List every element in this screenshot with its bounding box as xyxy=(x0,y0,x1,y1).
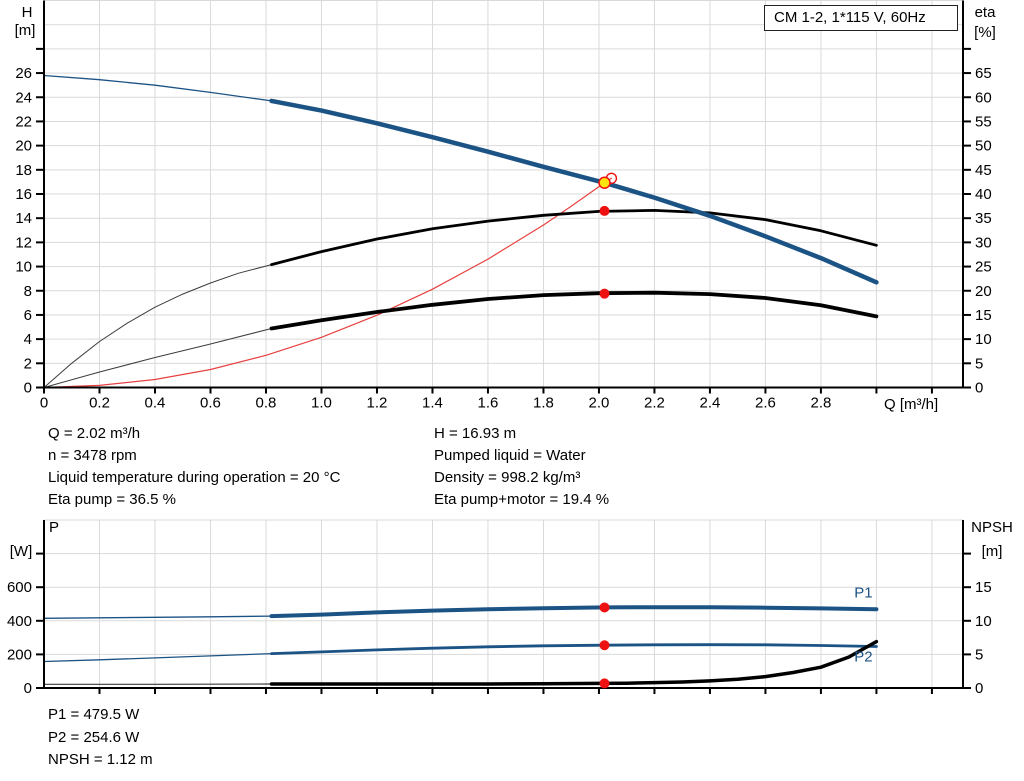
y-tick-label-right: 60 xyxy=(975,89,992,106)
readout-pumped-liquid: Pumped liquid = Water xyxy=(434,447,586,464)
y-tick-label-right: 45 xyxy=(975,162,992,179)
x-tick-label: 2.6 xyxy=(755,395,776,412)
eta-axis-unit: [%] xyxy=(974,24,996,41)
y-tick-label-right: 65 xyxy=(975,65,992,82)
y-tick-label-right: 30 xyxy=(975,234,992,251)
y-tick-label-left: 0 xyxy=(24,680,32,697)
y-tick-label-right: 0 xyxy=(975,380,983,397)
y-tick-label-left: 14 xyxy=(15,210,32,227)
x-tick-label: 1.4 xyxy=(422,395,443,412)
y-tick-label-right: 50 xyxy=(975,138,992,155)
p2-curve-extension xyxy=(43,652,273,663)
y-tick-label-left: 4 xyxy=(24,331,32,348)
y-tick-label-left: 10 xyxy=(15,259,32,276)
y-tick-label-left: 16 xyxy=(15,186,32,203)
y-tick-label-right: 40 xyxy=(975,186,992,203)
y-tick-label-right: 20 xyxy=(975,283,992,300)
readout-speed: n = 3478 rpm xyxy=(48,447,137,464)
npsh-curve xyxy=(269,639,879,686)
p2-curve-label: P2 xyxy=(854,648,872,665)
y-tick-label-left: 12 xyxy=(15,234,32,251)
npsh-axis-unit: [m] xyxy=(981,543,1003,560)
y-tick-label-left: 6 xyxy=(24,307,32,324)
y-tick-label-left: 20 xyxy=(15,138,32,155)
y-tick-label-left: 400 xyxy=(7,613,32,630)
readout-eta-pump: Eta pump = 36.5 % xyxy=(48,491,176,508)
x-tick-label: 0.8 xyxy=(256,395,277,412)
eta-pump-motor-curve-extension xyxy=(43,328,272,388)
readout-flow: Q = 2.02 m³/h xyxy=(48,425,141,442)
y-tick-label-left: 24 xyxy=(15,89,32,106)
y-tick-label-right: 15 xyxy=(975,579,992,596)
x-tick-label: 2.4 xyxy=(700,395,721,412)
eta-pump-motor-curve xyxy=(269,290,879,331)
y-tick-label-left: 200 xyxy=(7,646,32,663)
hq-eta-chart: 0246810121416182022242605101520253035404… xyxy=(15,0,992,412)
y-tick-label-right: 35 xyxy=(975,210,992,227)
power-npsh-chart: 0 200 400 600 0 5 10 15 P1 P2 xyxy=(7,519,992,697)
operating-point-dot xyxy=(599,602,610,613)
y-tick-label-left: 0 xyxy=(24,380,32,397)
h-axis-title: H xyxy=(21,4,33,21)
y-tick-label-left: 600 xyxy=(7,579,32,596)
y-tick-label-right: 25 xyxy=(975,259,992,276)
y-tick-label-left: 18 xyxy=(15,162,32,179)
duty-point-marker[interactable] xyxy=(598,176,611,190)
x-tick-label: 1.2 xyxy=(367,395,388,412)
readout-npsh: NPSH = 1.12 m xyxy=(48,751,153,768)
readout-eta-pump-motor: Eta pump+motor = 19.4 % xyxy=(434,491,610,508)
x-tick-label: 2.2 xyxy=(644,395,665,412)
y-tick-label-right: 5 xyxy=(975,355,983,372)
h-axis-unit: [m] xyxy=(14,22,36,39)
x-tick-label: 1.6 xyxy=(478,395,499,412)
x-tick-label: 1.0 xyxy=(311,395,332,412)
x-tick-label: 2.8 xyxy=(811,395,832,412)
pump-curve xyxy=(269,98,879,285)
y-tick-label-right: 10 xyxy=(975,613,992,630)
p-axis-unit: [W] xyxy=(9,543,33,560)
readout-density: Density = 998.2 kg/m³ xyxy=(434,469,581,486)
y-tick-label-left: 2 xyxy=(24,355,32,372)
x-tick-label: 0.2 xyxy=(89,395,110,412)
y-tick-label-left: 8 xyxy=(24,283,32,300)
operating-point-dot xyxy=(599,678,610,689)
p1-curve-label: P1 xyxy=(854,584,872,601)
x-tick-label: 0.4 xyxy=(145,395,166,412)
p2-curve xyxy=(270,643,878,656)
x-tick-label: 2.0 xyxy=(589,395,610,412)
x-tick-label: 0 xyxy=(40,395,48,412)
operating-point-dot xyxy=(599,205,610,216)
readout-liquid-temp: Liquid temperature during operation = 20… xyxy=(48,469,341,486)
p1-curve-extension xyxy=(43,615,273,619)
y-tick-label-left: 22 xyxy=(15,113,32,130)
system-curve xyxy=(43,177,613,389)
npsh-axis-title: NPSH xyxy=(971,519,1013,536)
y-tick-label-right: 10 xyxy=(975,331,992,348)
eta-axis-title: eta xyxy=(974,4,996,21)
y-tick-label-right: 55 xyxy=(975,113,992,130)
operating-point-dot xyxy=(599,640,610,651)
eta-pump-curve-extension xyxy=(43,264,272,388)
y-tick-label-right: 15 xyxy=(975,307,992,324)
y-tick-label-right: 5 xyxy=(975,646,983,663)
q-axis-title: Q [m³/h] xyxy=(884,396,939,413)
x-tick-label: 1.8 xyxy=(533,395,554,412)
y-tick-label-left: 26 xyxy=(15,65,32,82)
readout-p1: P1 = 479.5 W xyxy=(48,706,140,723)
operating-point-dot xyxy=(599,288,610,299)
pump-curve-extension xyxy=(43,74,273,102)
pump-title-box: CM 1-2, 1*115 V, 60Hz xyxy=(764,5,958,31)
p-axis-title: P xyxy=(48,519,59,536)
readout-p2: P2 = 254.6 W xyxy=(48,729,140,746)
y-tick-label-right: 0 xyxy=(975,680,983,697)
p1-curve xyxy=(269,605,879,619)
x-tick-label: 0.6 xyxy=(200,395,221,412)
readout-head: H = 16.93 m xyxy=(434,425,517,442)
eta-pump-curve xyxy=(270,208,878,267)
